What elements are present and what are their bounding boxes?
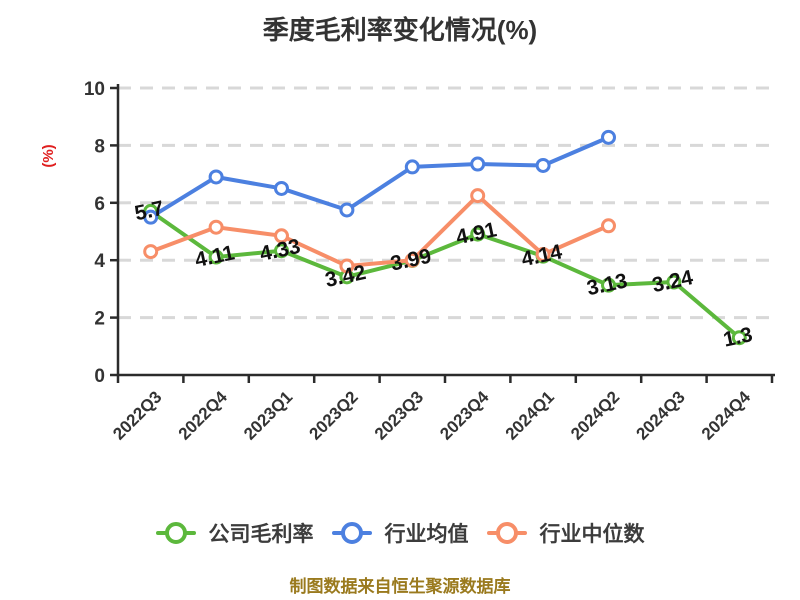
data-point[interactable] — [339, 202, 355, 218]
y-tick-label: 0 — [94, 366, 105, 387]
legend-item-industry-median[interactable]: 行业中位数 — [486, 518, 645, 548]
data-point[interactable] — [666, 274, 682, 290]
data-point[interactable] — [208, 249, 224, 265]
x-tick-label: 2023Q2 — [306, 387, 362, 443]
data-point[interactable] — [535, 157, 551, 173]
data-label: 4.91 — [454, 218, 499, 249]
chart-title: 季度毛利率变化情况(%) — [262, 15, 538, 45]
series-line — [148, 135, 611, 220]
data-label: 3.42 — [323, 261, 368, 292]
legend-label: 公司毛利率 — [208, 523, 314, 546]
x-tick-label: 2022Q3 — [109, 387, 165, 443]
data-point[interactable] — [339, 258, 355, 274]
x-tick-label: 2024Q1 — [502, 387, 558, 443]
data-label: 1.3 — [721, 323, 754, 352]
data-point[interactable] — [470, 226, 486, 242]
y-tick-label: 8 — [94, 136, 105, 157]
data-label: 3.13 — [585, 269, 630, 300]
y-tick-label: 6 — [94, 194, 105, 215]
data-point[interactable] — [143, 244, 159, 260]
x-tick-label: 2023Q3 — [371, 387, 427, 443]
y-tick-label: 2 — [94, 309, 105, 330]
data-label: 3.99 — [389, 245, 434, 276]
legend-item-company-margin[interactable]: 公司毛利率 — [155, 518, 314, 548]
x-tick-label: 2023Q1 — [240, 387, 296, 443]
legend-marker-icon — [486, 521, 527, 545]
legend-label: 行业中位数 — [539, 523, 645, 546]
data-point[interactable] — [208, 169, 224, 185]
data-point[interactable] — [470, 188, 486, 204]
data-point[interactable] — [601, 277, 616, 293]
data-point[interactable] — [274, 180, 289, 196]
chart-legend: 公司毛利率 行业均值 行业中位数 — [0, 518, 800, 548]
data-point[interactable] — [143, 209, 159, 225]
data-point[interactable] — [404, 252, 420, 268]
data-label: 4.14 — [519, 240, 564, 271]
data-point[interactable] — [601, 129, 616, 145]
x-tick-label: 2022Q4 — [175, 387, 232, 444]
data-point[interactable] — [731, 330, 747, 346]
data-point[interactable] — [470, 156, 486, 172]
series-line — [148, 209, 742, 340]
y-tick-label: 4 — [94, 251, 105, 272]
data-source-caption: 制图数据来自恒生聚源数据库 — [289, 577, 511, 596]
legend-item-industry-average[interactable]: 行业均值 — [331, 518, 469, 548]
legend-marker-icon — [155, 521, 196, 545]
x-tick-label: 2024Q4 — [698, 387, 755, 444]
legend-marker-icon — [331, 521, 372, 545]
x-tick-label: 2024Q3 — [633, 387, 689, 443]
data-point[interactable] — [535, 246, 551, 262]
data-point[interactable] — [274, 243, 289, 259]
y-tick-label: 10 — [84, 79, 105, 100]
data-point[interactable] — [274, 228, 289, 244]
data-point[interactable] — [208, 219, 224, 235]
data-point[interactable] — [601, 218, 616, 234]
series-line — [148, 193, 611, 268]
x-tick-label: 2023Q4 — [436, 387, 493, 444]
data-label: 5.7 — [133, 197, 166, 226]
x-tick-label: 2024Q2 — [567, 387, 623, 443]
legend-label: 行业均值 — [384, 523, 469, 546]
data-point[interactable] — [404, 159, 420, 175]
